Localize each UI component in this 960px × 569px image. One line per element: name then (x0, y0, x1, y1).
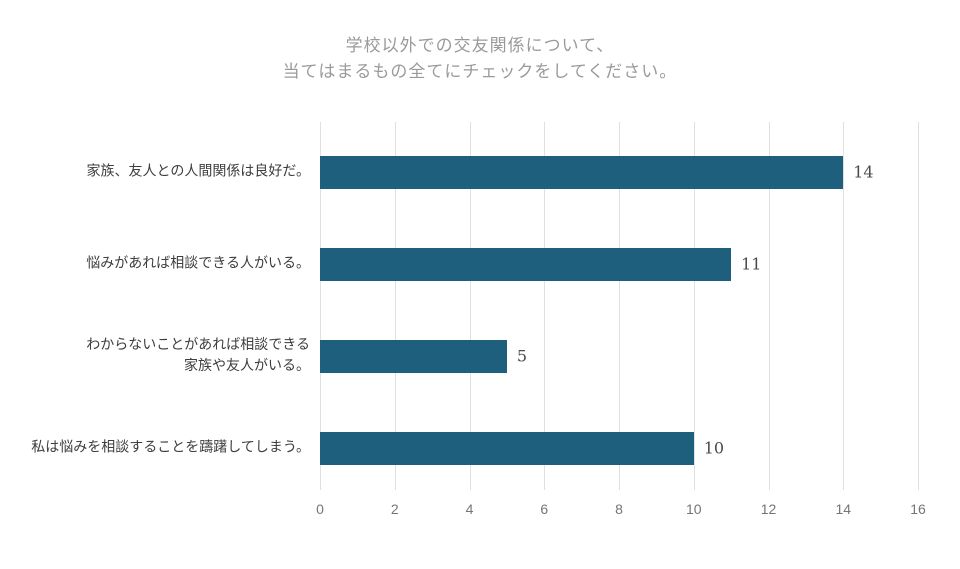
chart-title: 学校以外での交友関係について、 当てはまるもの全てにチェックをしてください。 (282, 36, 678, 82)
bar-value-label-0: 14 (853, 162, 874, 182)
gridline-x-4 (469, 122, 471, 490)
x-tick-label-6: 6 (540, 501, 549, 517)
bar-1 (320, 247, 732, 281)
x-tick-label-2: 2 (390, 501, 399, 517)
x-tick-label-0: 0 (316, 501, 324, 517)
gridline-x-8 (619, 122, 620, 490)
gridline-x-16 (918, 122, 919, 490)
category-label-2: わからないことがあれば相談できる 家族や友人がいる。 (86, 337, 310, 374)
x-tick-label-12: 12 (760, 501, 777, 517)
gridline-x-10 (693, 122, 695, 490)
category-label-1: 悩みがあれば相談できる人がいる。 (86, 255, 310, 272)
gridline-x-6 (544, 122, 546, 490)
category-label-3: 私は悩みを相談することを躊躇してしまう。 (31, 439, 310, 456)
gridline-x-0 (320, 122, 321, 490)
x-tick-label-14: 14 (835, 501, 852, 517)
bar-value-label-3: 10 (703, 438, 725, 458)
gridline-x-14 (843, 122, 845, 490)
x-tick-label-10: 10 (685, 501, 702, 517)
bar-value-label-2: 5 (516, 346, 528, 366)
bar-value-label-1: 11 (741, 254, 762, 274)
x-tick-label-8: 8 (615, 501, 623, 517)
x-tick-label-4: 4 (465, 501, 474, 517)
gridline-x-12 (768, 122, 770, 490)
bar-2 (320, 339, 507, 373)
bar-3 (320, 431, 694, 465)
plot-area: 14 11 5 10 (320, 122, 919, 490)
bar-0 (320, 155, 844, 189)
gridline-x-2 (394, 122, 396, 490)
x-tick-label-16: 16 (910, 501, 926, 517)
category-label-0: 家族、友人との人間関係は良好だ。 (86, 163, 310, 180)
